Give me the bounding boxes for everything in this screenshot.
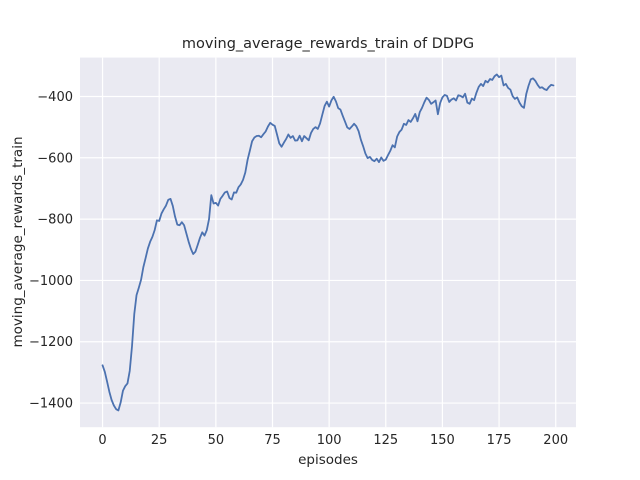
x-tick-label: 175 [487, 433, 512, 448]
x-tick-label: 50 [208, 433, 225, 448]
y-tick-label: −1400 [29, 397, 73, 412]
y-tick-labels: −400 −600 −800 −1000 −1200 −1400 [29, 90, 73, 412]
line-series-ddpg [101, 73, 555, 412]
x-tick-label: 0 [98, 433, 106, 448]
y-axis-label: moving_average_rewards_train [10, 136, 26, 347]
x-tick-label: 75 [264, 433, 281, 448]
y-tick-label: −1000 [29, 274, 73, 289]
y-tick-label: −600 [37, 151, 73, 166]
y-tick-label: −1200 [29, 335, 73, 350]
y-tick-label: −400 [37, 90, 73, 105]
x-tick-label: 200 [543, 433, 568, 448]
x-tick-label: 25 [151, 433, 168, 448]
chart-title: moving_average_rewards_train of DDPG [182, 36, 474, 52]
y-tick-label: −800 [37, 213, 73, 228]
plot-area [80, 57, 576, 428]
gridlines [80, 57, 576, 428]
x-tick-label: 100 [317, 433, 342, 448]
x-tick-labels: 0 25 50 75 100 125 150 175 200 [98, 433, 568, 448]
x-axis-label: episodes [298, 452, 358, 468]
x-tick-label: 150 [430, 433, 455, 448]
x-tick-label: 125 [373, 433, 398, 448]
